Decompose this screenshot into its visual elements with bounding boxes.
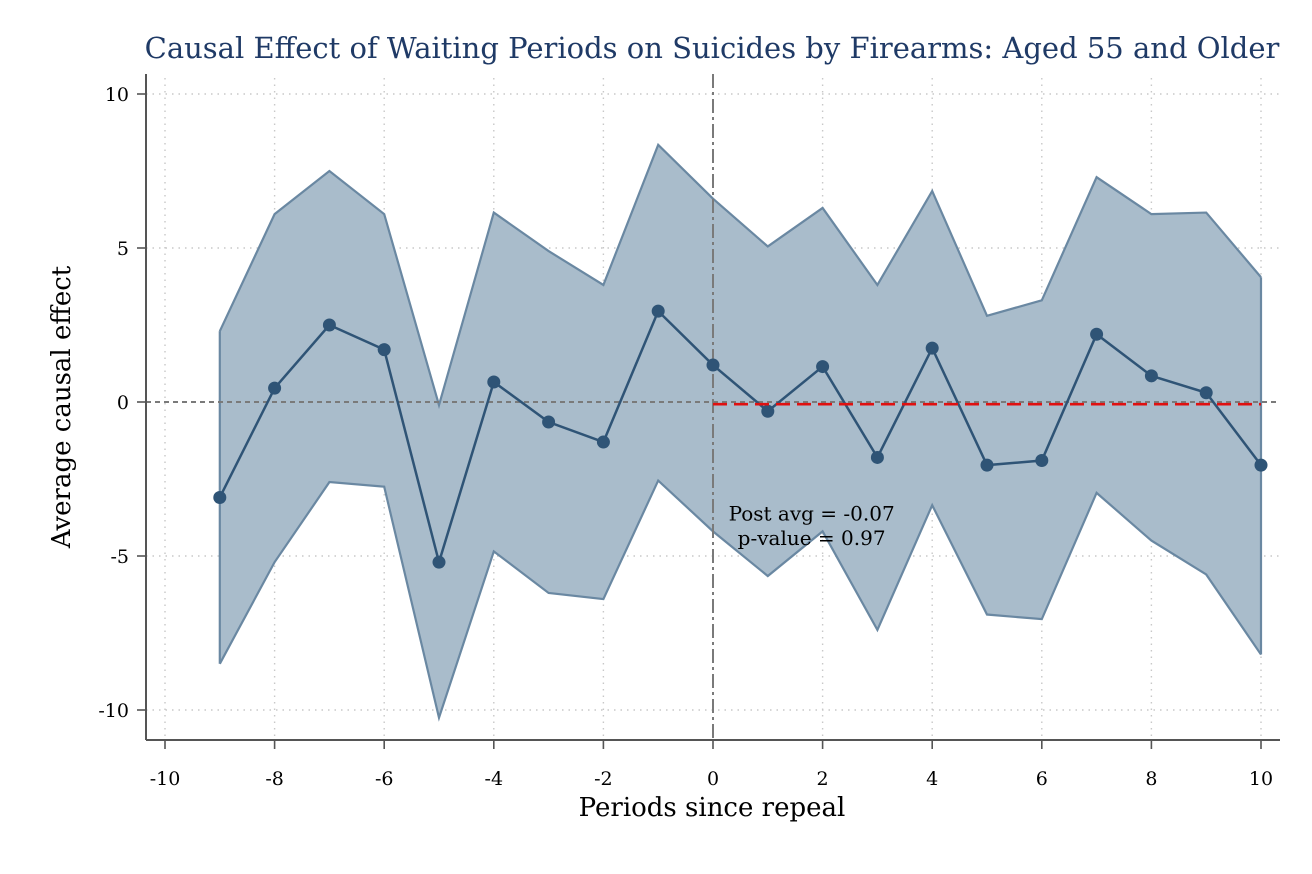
- series-point: [1144, 369, 1158, 383]
- x-tick-label: -2: [594, 768, 613, 790]
- series-point: [322, 318, 336, 332]
- chart-title: Causal Effect of Waiting Periods on Suic…: [145, 31, 1280, 65]
- series-point: [1035, 454, 1049, 468]
- y-tick-label: 10: [105, 84, 129, 106]
- y-tick-label: -5: [110, 546, 129, 568]
- series-point: [268, 381, 282, 395]
- y-axis-title: Average causal effect: [47, 265, 77, 549]
- x-tick-label: 2: [817, 768, 829, 790]
- series-point: [487, 375, 501, 389]
- series-layer: [213, 304, 1268, 569]
- x-tick-label: -10: [150, 768, 181, 790]
- x-tick-label: 8: [1145, 768, 1157, 790]
- y-tick-label: 5: [117, 238, 129, 260]
- series-point: [651, 304, 665, 318]
- series-point: [816, 360, 830, 374]
- y-tick-label: -10: [98, 700, 129, 722]
- series-point: [980, 458, 994, 472]
- series-point: [1199, 386, 1213, 400]
- confidence-band: [219, 144, 1261, 718]
- x-tick-label: 4: [926, 768, 938, 790]
- series-point: [596, 435, 610, 449]
- annotation-p-value: p-value = 0.97: [738, 526, 886, 550]
- reference-lines-layer: [146, 74, 1280, 740]
- x-tick-label: -4: [485, 768, 504, 790]
- x-tick-label: -8: [265, 768, 284, 790]
- series-point: [761, 404, 775, 418]
- series-point: [432, 555, 446, 569]
- x-axis-title: Periods since repeal: [579, 793, 846, 823]
- series-point: [925, 341, 939, 355]
- series-point: [706, 358, 720, 372]
- x-tick-label: 10: [1249, 768, 1273, 790]
- series-line: [218, 308, 1262, 567]
- series-point: [870, 450, 884, 464]
- series-point: [542, 415, 556, 429]
- series-point: [1254, 458, 1268, 472]
- ci-upper-line: [218, 142, 1262, 410]
- series-point: [1090, 327, 1104, 341]
- x-tick-label: 6: [1036, 768, 1048, 790]
- annotation-post-avg: Post avg = -0.07: [729, 502, 895, 526]
- y-tick-label: 0: [117, 392, 129, 414]
- confidence-band-layer: [218, 142, 1263, 722]
- ci-lower-line: [218, 478, 1262, 722]
- x-tick-label: -6: [375, 768, 394, 790]
- series-point: [213, 490, 227, 504]
- x-tick-label: 0: [707, 768, 719, 790]
- tick-layer: -10 -8 -6 -4 -2 0 2 4 6 8 10 10 5 0 -5 -10: [98, 84, 1273, 790]
- series-point: [377, 343, 391, 357]
